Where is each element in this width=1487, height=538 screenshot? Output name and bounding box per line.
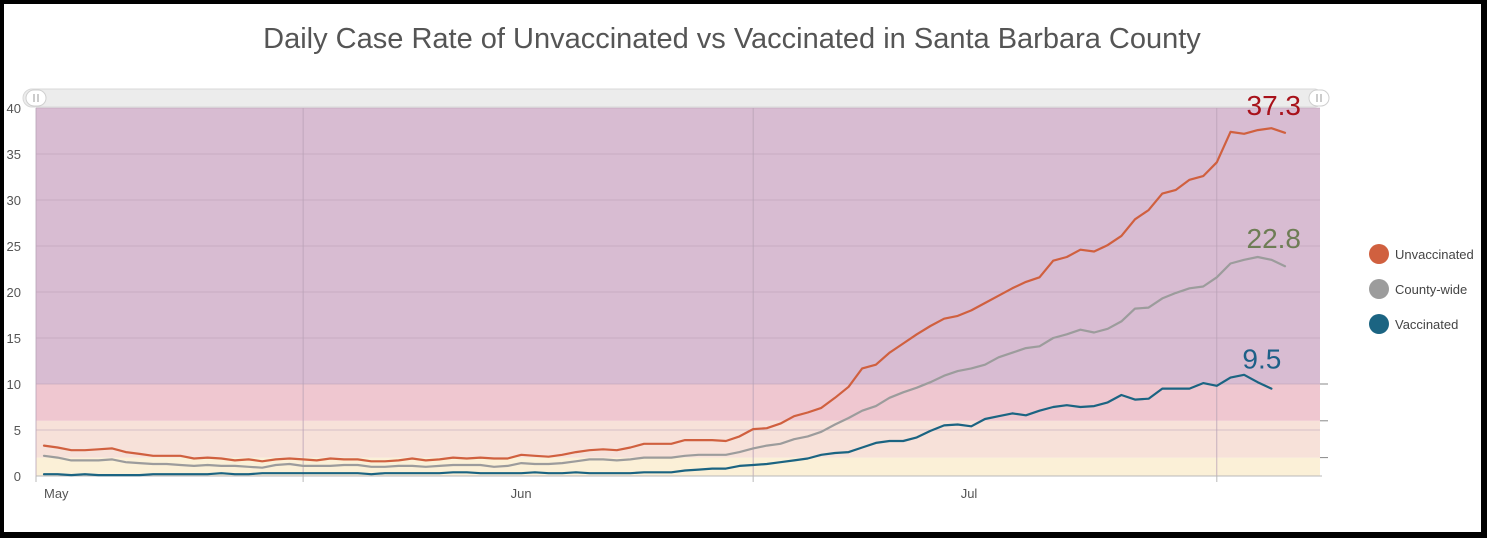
series-lines	[42, 127, 1287, 477]
end-label-county-wide: 22.8	[1247, 223, 1302, 254]
gridlines	[35, 107, 1320, 476]
band-2	[36, 384, 1320, 421]
range-slider-track[interactable]	[22, 88, 1324, 108]
range-slider-left-handle[interactable]	[25, 89, 47, 107]
series-line-county-wide	[42, 255, 1287, 469]
legend-item-vaccinated[interactable]: Vaccinated	[1369, 314, 1458, 334]
y-tick-label: 15	[7, 331, 21, 346]
y-tick-label: 20	[7, 285, 21, 300]
range-slider-right-handle[interactable]	[1308, 89, 1330, 107]
end-label-unvaccinated: 37.3	[1247, 90, 1302, 121]
band-0	[36, 457, 1320, 476]
y-tick-label: 35	[7, 147, 21, 162]
x-axis: May Jun Jul	[35, 475, 1322, 501]
legend-item-county-wide[interactable]: County-wide	[1369, 279, 1467, 299]
series-line-unvaccinated	[42, 127, 1287, 463]
legend-swatch	[1369, 279, 1389, 299]
x-tick-label-jul: Jul	[961, 486, 978, 501]
legend-label: Unvaccinated	[1395, 247, 1474, 262]
legend-item-unvaccinated[interactable]: Unvaccinated	[1369, 244, 1474, 264]
y-tick-label: 10	[7, 377, 21, 392]
x-tick-label-jun: Jun	[511, 486, 532, 501]
chart-title: Daily Case Rate of Unvaccinated vs Vacci…	[263, 23, 1201, 55]
x-tick-label-may: May	[44, 486, 69, 501]
y-tick-label: 40	[7, 101, 21, 116]
legend-label: County-wide	[1395, 282, 1467, 297]
y-tick-label: 30	[7, 193, 21, 208]
y-tick-label: 0	[14, 469, 21, 484]
legend-swatch	[1369, 314, 1389, 334]
legend-label: Vaccinated	[1395, 317, 1458, 332]
y-tick-label: 25	[7, 239, 21, 254]
end-label-vaccinated: 9.5	[1242, 344, 1281, 375]
y-axis: 0 5 10 15 20 25 30 35 40	[7, 101, 1328, 484]
chart-frame: Daily Case Rate of Unvaccinated vs Vacci…	[4, 4, 1481, 532]
legend: Unvaccinated County-wide Vaccinated	[1369, 244, 1474, 334]
series-line-vaccinated	[42, 373, 1273, 477]
legend-swatch	[1369, 244, 1389, 264]
band-1	[36, 420, 1320, 458]
y-tick-label: 5	[14, 423, 21, 438]
line-chart: Daily Case Rate of Unvaccinated vs Vacci…	[7, 23, 1474, 501]
end-value-labels: 37.3 22.8 9.5	[1242, 90, 1301, 375]
